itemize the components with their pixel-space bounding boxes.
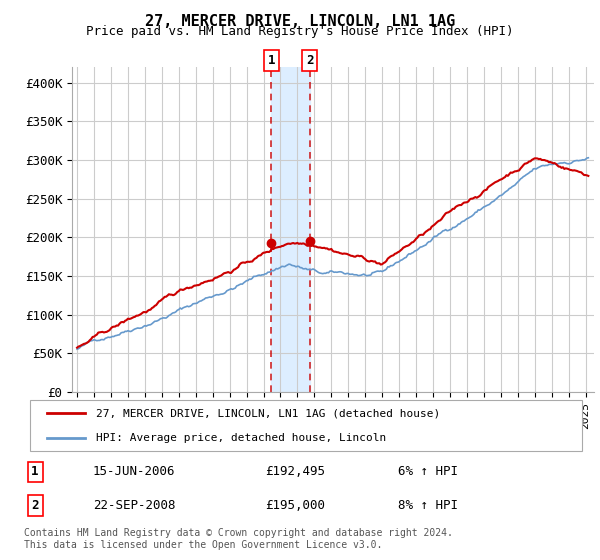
Text: Price paid vs. HM Land Registry's House Price Index (HPI): Price paid vs. HM Land Registry's House … bbox=[86, 25, 514, 38]
Text: 2: 2 bbox=[31, 499, 39, 512]
Text: 1: 1 bbox=[31, 465, 39, 478]
Text: 27, MERCER DRIVE, LINCOLN, LN1 1AG (detached house): 27, MERCER DRIVE, LINCOLN, LN1 1AG (deta… bbox=[96, 408, 440, 418]
Text: 8% ↑ HPI: 8% ↑ HPI bbox=[398, 499, 458, 512]
Text: £192,495: £192,495 bbox=[265, 465, 325, 478]
Text: 15-JUN-2006: 15-JUN-2006 bbox=[92, 465, 175, 478]
Text: Contains HM Land Registry data © Crown copyright and database right 2024.
This d: Contains HM Land Registry data © Crown c… bbox=[24, 528, 453, 550]
Text: 6% ↑ HPI: 6% ↑ HPI bbox=[398, 465, 458, 478]
FancyBboxPatch shape bbox=[30, 400, 582, 451]
Bar bbox=[271, 67, 310, 392]
Text: 2: 2 bbox=[306, 54, 314, 67]
Text: 1: 1 bbox=[268, 54, 275, 67]
Text: 22-SEP-2008: 22-SEP-2008 bbox=[92, 499, 175, 512]
Text: 27, MERCER DRIVE, LINCOLN, LN1 1AG: 27, MERCER DRIVE, LINCOLN, LN1 1AG bbox=[145, 14, 455, 29]
Text: £195,000: £195,000 bbox=[265, 499, 325, 512]
Text: HPI: Average price, detached house, Lincoln: HPI: Average price, detached house, Linc… bbox=[96, 433, 386, 443]
